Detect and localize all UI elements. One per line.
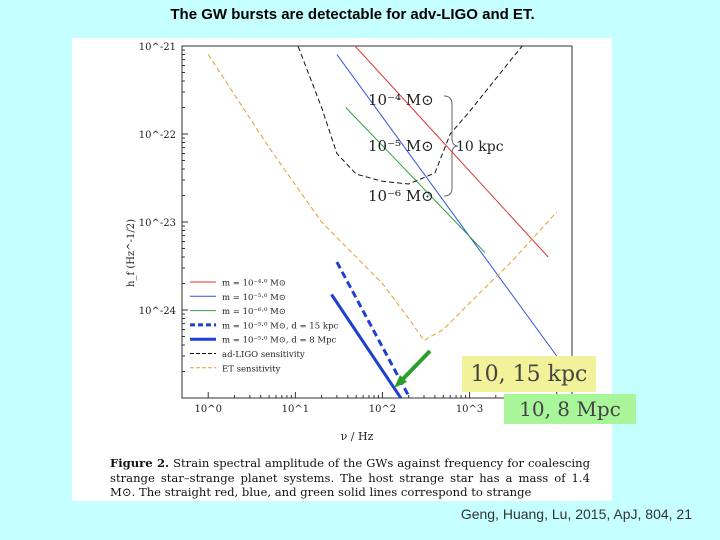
legend-entry-label: ET sensitivity (222, 364, 281, 374)
x-axis-label: ν / Hz (341, 430, 374, 443)
y-tick-label: 10^-21 (139, 42, 176, 53)
legend-entry-label: m = 10⁻⁵·⁰ M⊙, d = 15 kpc (222, 321, 338, 331)
annotation-distance: 10 kpc (456, 139, 504, 155)
highlight-15kpc: 10, 15 kpc (462, 356, 596, 392)
green-arrow (398, 349, 432, 384)
figure-caption: Figure 2. Strain spectral amplitude of t… (110, 456, 590, 500)
series-line-ligo (297, 46, 523, 185)
y-tick-label: 10^-23 (139, 218, 176, 229)
slide-title: The GW bursts are detectable for adv-LIG… (170, 6, 535, 23)
series-line-blue (336, 54, 558, 357)
legend-entry-label: m = 10⁻⁴·⁰ M⊙ (222, 279, 286, 289)
caption-label: Figure 2. (110, 456, 170, 470)
highlight-8mpc: 10, 8 Mpc (504, 394, 636, 424)
green-arrow-head (394, 375, 407, 388)
x-tick-label: 10^1 (282, 404, 309, 415)
x-tick-label: 10^0 (194, 404, 221, 415)
series-line-d8 (330, 293, 403, 398)
annotation-m4: 10⁻⁴ M⊙ (368, 91, 434, 109)
legend-entry-label: m = 10⁻⁵·⁰ M⊙ (222, 293, 286, 303)
y-tick-label: 10^-22 (139, 130, 176, 141)
series-line-red (354, 46, 549, 258)
legend: m = 10⁻⁴·⁰ M⊙ m = 10⁻⁵·⁰ M⊙ m = 10⁻⁶·⁰ M⊙ m… (190, 279, 338, 374)
series-line-et (207, 54, 558, 342)
legend-entry-label: m = 10⁻⁶·⁰ M⊙ (222, 307, 286, 317)
x-tick-label: 10^2 (369, 404, 396, 415)
y-tick-label: 10^-24 (139, 306, 176, 317)
annotation-m5: 10⁻⁵ M⊙ (368, 137, 434, 155)
figure-panel: 10^010^110^210^310^410^-2110^-2210^-2310… (72, 38, 636, 501)
chart-plot: 10^010^110^210^310^410^-2110^-2210^-2310… (126, 42, 573, 443)
y-axis-label: h_f (Hz^-1/2) (126, 219, 137, 287)
plot-frame (181, 45, 573, 399)
citation: Geng, Huang, Lu, 2015, ApJ, 804, 21 (460, 506, 692, 522)
caption-text: Strain spectral amplitude of the GWs aga… (110, 456, 590, 499)
series-line-green (345, 107, 486, 253)
annotation-m6: 10⁻⁶ M⊙ (368, 187, 434, 205)
annotation-brace (443, 95, 459, 197)
legend-entry-label: ad-LIGO sensitivity (222, 350, 305, 360)
legend-entry-label: m = 10⁻⁵·⁰ M⊙, d = 8 Mpc (222, 336, 337, 346)
series-line-d15 (335, 261, 412, 398)
series-layer (207, 46, 558, 398)
annotations: 10⁻⁴ M⊙ 10⁻⁵ M⊙ 10⁻⁶ M⊙ 10 kpc (368, 91, 504, 205)
x-tick-label: 10^3 (456, 404, 483, 415)
